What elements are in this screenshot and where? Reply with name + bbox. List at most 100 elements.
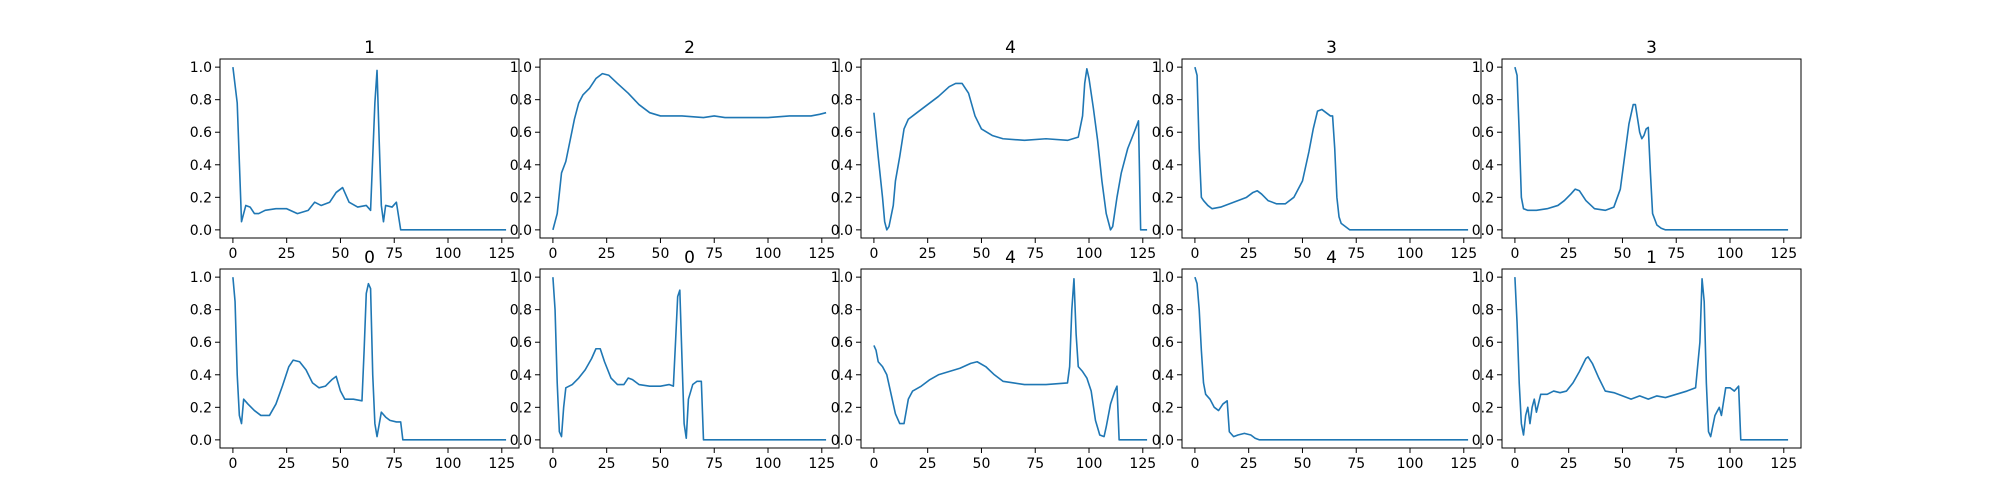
plot-frame: [860, 58, 1161, 239]
y-tick-label: 0.6: [190, 335, 212, 351]
series-line: [873, 67, 1148, 231]
y-tick-label: 1.0: [1472, 60, 1494, 76]
x-tick-label: 0: [1510, 246, 1519, 262]
x-tick-label: 125: [1450, 456, 1477, 472]
subplot-title: 3: [1646, 38, 1657, 58]
x-tick-label: 75: [1667, 246, 1685, 262]
x-tick-label: 25: [278, 456, 296, 472]
x-tick-label: 0: [869, 246, 878, 262]
x-tick-label: 25: [1560, 456, 1578, 472]
y-tick-label: 0.2: [1152, 400, 1174, 416]
x-tick-label: 0: [1190, 246, 1199, 262]
plot-frame: [1501, 58, 1802, 239]
y-tick-label: 0.0: [1472, 433, 1494, 449]
y-tick-label: 1.0: [190, 270, 212, 286]
x-tick-label: 100: [1717, 456, 1744, 472]
x-tick-label: 50: [652, 246, 670, 262]
x-tick-label: 75: [705, 246, 723, 262]
x-tick-label: 125: [1770, 246, 1797, 262]
y-tick-label: 1.0: [190, 60, 212, 76]
x-tick-label: 25: [1240, 246, 1258, 262]
y-tick-label: 0.0: [1152, 433, 1174, 449]
y-tick-label: 1.0: [510, 270, 532, 286]
subplot-title: 2: [684, 38, 695, 58]
y-tick-label: 1.0: [1472, 270, 1494, 286]
subplot-title: 4: [1326, 248, 1337, 268]
y-tick-label: 0.6: [1472, 125, 1494, 141]
x-tick-label: 0: [228, 246, 237, 262]
x-tick-label: 50: [1614, 456, 1632, 472]
series-line: [1194, 276, 1469, 441]
x-tick-label: 100: [435, 456, 462, 472]
y-tick-label: 1.0: [1152, 270, 1174, 286]
x-tick-label: 25: [919, 456, 937, 472]
x-tick-label: 100: [755, 246, 782, 262]
y-tick-label: 1.0: [1152, 60, 1174, 76]
subplot-6: 0 25 50 75 100 125 0.0 0.2 0.4 0.6 0.8 1.0 0: [190, 248, 520, 472]
y-tick-label: 0.4: [190, 158, 212, 174]
x-tick-label: 0: [548, 246, 557, 262]
y-tick-label: 0.2: [831, 190, 853, 206]
y-tick-label: 0.8: [190, 93, 212, 109]
x-tick-label: 125: [808, 456, 835, 472]
subplot-title: 0: [684, 248, 695, 268]
subplot-9: 0 25 50 75 100 125 0.0 0.2 0.4 0.6 0.8 1.0 4: [1152, 248, 1482, 472]
x-tick-label: 125: [1770, 456, 1797, 472]
y-tick-label: 0.2: [510, 190, 532, 206]
y-tick-label: 0.0: [510, 433, 532, 449]
x-tick-label: 0: [869, 456, 878, 472]
x-tick-label: 125: [808, 246, 835, 262]
subplot-3: 0 25 50 75 100 125 0.0 0.2 0.4 0.6 0.8 1.0 4: [831, 38, 1161, 262]
series-line: [1514, 277, 1789, 441]
plot-frame: [539, 58, 840, 239]
x-tick-label: 0: [1510, 456, 1519, 472]
x-tick-label: 0: [228, 456, 237, 472]
x-tick-label: 50: [1614, 246, 1632, 262]
x-tick-label: 50: [973, 246, 991, 262]
y-tick-label: 0.0: [510, 223, 532, 239]
y-tick-label: 0.6: [190, 125, 212, 141]
y-tick-label: 0.6: [1472, 335, 1494, 351]
x-tick-label: 50: [332, 456, 350, 472]
y-tick-label: 0.2: [831, 400, 853, 416]
x-tick-label: 100: [1717, 246, 1744, 262]
x-tick-label: 100: [1076, 456, 1103, 472]
series-line: [1514, 66, 1789, 231]
y-tick-label: 0.8: [1472, 303, 1494, 319]
y-tick-label: 0.2: [1472, 190, 1494, 206]
y-tick-label: 0.8: [510, 303, 532, 319]
subplot-5: 0 25 50 75 100 125 0.0 0.2 0.4 0.6 0.8 1.0 3: [1472, 38, 1802, 262]
x-tick-label: 125: [1129, 456, 1156, 472]
subplot-title: 4: [1005, 248, 1016, 268]
x-tick-label: 75: [1347, 456, 1365, 472]
subplot-2: 0 25 50 75 100 125 0.0 0.2 0.4 0.6 0.8 1.0 2: [510, 38, 840, 262]
subplot-title: 1: [1646, 248, 1657, 268]
x-tick-label: 75: [385, 246, 403, 262]
subplot-8: 0 25 50 75 100 125 0.0 0.2 0.4 0.6 0.8 1.0 4: [831, 248, 1161, 472]
y-tick-label: 0.8: [190, 303, 212, 319]
x-tick-label: 100: [1397, 456, 1424, 472]
x-tick-label: 50: [1294, 456, 1312, 472]
y-tick-label: 0.2: [1472, 400, 1494, 416]
y-tick-label: 0.0: [831, 433, 853, 449]
y-tick-label: 0.8: [1152, 303, 1174, 319]
x-tick-label: 100: [755, 456, 782, 472]
y-tick-label: 0.0: [1472, 223, 1494, 239]
y-tick-label: 0.0: [190, 433, 212, 449]
y-tick-label: 0.0: [831, 223, 853, 239]
y-tick-label: 0.0: [190, 223, 212, 239]
x-tick-label: 75: [1026, 456, 1044, 472]
y-tick-label: 0.6: [1152, 125, 1174, 141]
y-tick-label: 0.4: [1152, 158, 1174, 174]
y-tick-label: 0.6: [831, 125, 853, 141]
plot-frame: [1501, 268, 1802, 449]
series-line: [1194, 66, 1469, 231]
y-tick-label: 0.2: [190, 190, 212, 206]
plot-frame: [1181, 58, 1482, 239]
x-tick-label: 125: [488, 456, 515, 472]
y-tick-label: 0.6: [510, 335, 532, 351]
y-tick-label: 0.8: [1152, 93, 1174, 109]
y-tick-label: 0.4: [510, 158, 532, 174]
x-tick-label: 50: [652, 456, 670, 472]
x-tick-label: 125: [488, 246, 515, 262]
